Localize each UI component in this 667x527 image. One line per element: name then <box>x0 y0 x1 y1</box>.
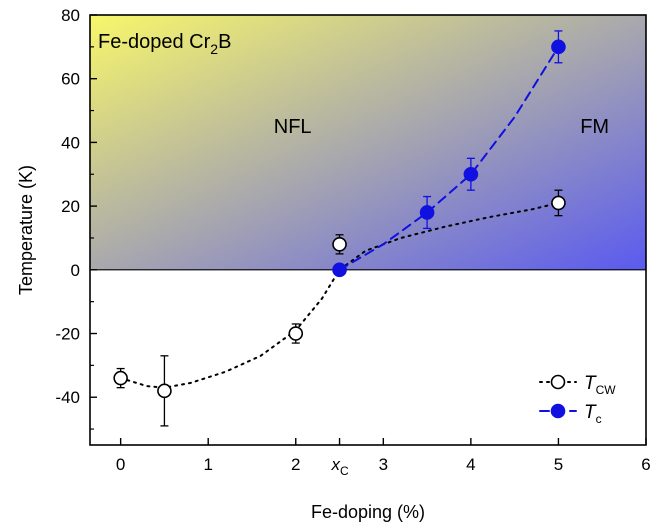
y-tick-label: 60 <box>61 70 80 89</box>
x-tick-label-xc: xC <box>331 455 350 478</box>
data-point <box>332 237 347 252</box>
y-tick-label: 80 <box>61 6 80 25</box>
data-point <box>113 370 128 386</box>
x-axis-label: Fe-doping (%) <box>311 502 425 522</box>
data-point <box>419 205 435 220</box>
x-tick-label: 1 <box>203 455 212 474</box>
x-tick-label: 5 <box>554 455 563 474</box>
series-Tc <box>332 30 566 278</box>
x-tick-label: 0 <box>116 455 125 474</box>
ferromagnetic-region-background <box>90 15 646 270</box>
series-curve <box>338 45 560 271</box>
legend-marker <box>550 403 566 419</box>
series-TCW <box>113 189 566 427</box>
legend-label: TCW <box>584 373 616 397</box>
y-tick-label: -40 <box>55 388 80 407</box>
legend-label: Tc <box>584 402 602 426</box>
data-point <box>332 262 347 278</box>
x-tick-label: 4 <box>466 455 475 474</box>
nfl-region-label: NFL <box>274 116 312 138</box>
y-axis-ticks: -40 -20 0 20 40 60 80 <box>55 6 97 430</box>
data-point <box>551 39 566 55</box>
data-point <box>463 166 479 182</box>
x-tick-label: 2 <box>291 455 300 474</box>
legend: TCW Tc <box>539 373 616 426</box>
y-tick-label: 20 <box>61 197 80 216</box>
fm-region-label: FM <box>580 116 609 138</box>
x-tick-label: 6 <box>641 455 650 474</box>
y-tick-label: 0 <box>71 261 80 280</box>
series-layer <box>113 30 566 427</box>
series-curve <box>119 201 560 389</box>
x-axis-ticks: 0 1 2 3 4 5 6 xC <box>116 438 651 478</box>
data-point <box>157 383 172 399</box>
chart-title: Fe-doped Cr2B <box>98 31 231 57</box>
plot-frame <box>89 14 647 446</box>
y-tick-label: 40 <box>61 133 80 152</box>
legend-marker <box>550 374 566 390</box>
y-tick-label: -20 <box>55 325 80 344</box>
x-tick-label: 3 <box>379 455 388 474</box>
data-point <box>551 195 566 211</box>
data-point <box>288 326 304 341</box>
y-axis-label: Temperature (K) <box>16 165 36 295</box>
